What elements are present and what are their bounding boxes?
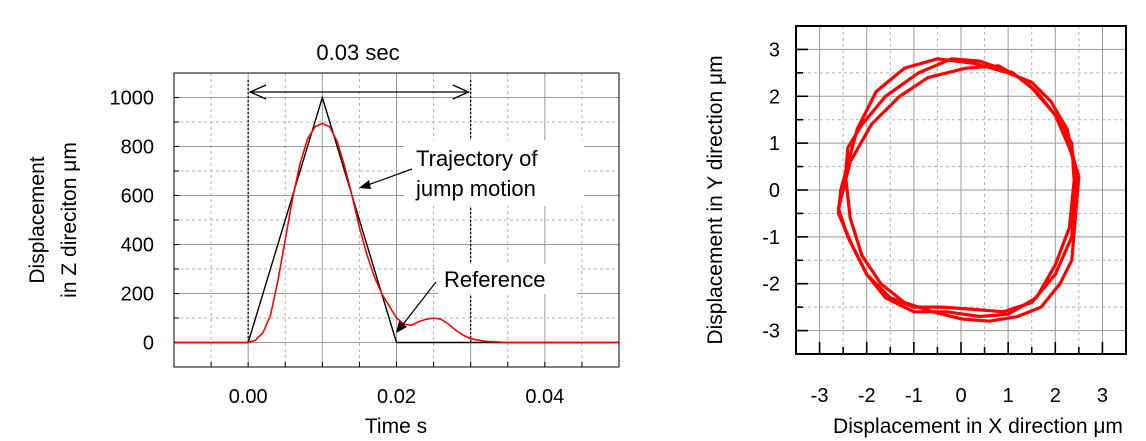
reference-arrow: [400, 281, 437, 328]
z-y-tick-label: 0: [143, 333, 154, 355]
trajectory-label-line1: Trajectory of: [416, 146, 538, 171]
trajectory-label-line2: jump motion: [415, 176, 536, 201]
xy-x-tick-label: 1: [1003, 385, 1014, 407]
xy-y-tick-label: -1: [762, 227, 780, 249]
z-y-tick-label: 1000: [110, 88, 155, 110]
duration-arrow-left-head: [248, 84, 267, 100]
xy-y-tick-label: 2: [769, 86, 780, 108]
z-y-tick-label: 800: [121, 137, 154, 159]
z-x-tick-label: 0.00: [229, 386, 268, 408]
z-chart-tick-labels: 0.00 0.02 0.04 0 200 400 600 800 1000: [110, 88, 565, 409]
duration-annotation: [247, 80, 472, 343]
z-y-tick-label: 400: [121, 235, 154, 257]
z-y-tick-label: 200: [121, 284, 154, 306]
xy-y-tick-label: -2: [762, 274, 780, 296]
xy-x-tick-label: 3: [1097, 385, 1108, 407]
xy-x-tick-label: -3: [811, 385, 829, 407]
duration-label: 0.03 sec: [316, 40, 399, 65]
xy-x-tick-label: 2: [1050, 385, 1061, 407]
reference-label: Reference: [444, 267, 546, 292]
z-y-tick-label: 600: [121, 186, 154, 208]
xy-x-tick-label: -2: [858, 385, 876, 407]
trajectory-label-box: [404, 140, 584, 206]
xy-chart-xlabel: Displacement in X direction μm: [833, 415, 1123, 438]
z-chart-ylabel-line2: in Z direciton μm: [58, 142, 81, 298]
xy-chart-series: [836, 57, 1081, 323]
xy-orbit-loop: [836, 64, 1076, 319]
xy-chart-ylabel: Displacement in Y direction μm: [704, 55, 727, 344]
z-chart-series: [174, 95, 619, 344]
xy-chart-ticks: [795, 25, 1127, 355]
trajectory-arrowhead: [359, 180, 371, 189]
xy-y-tick-label: 3: [769, 39, 780, 61]
z-chart-plot-frame: [173, 72, 620, 368]
duration-arrow-right-head: [452, 84, 471, 100]
xy-chart-tick-labels: -3 -2 -1 0 1 2 3 -3 -2 -1 0 1 2 3: [762, 39, 1108, 407]
z-chart-ylabel-line1: Displacement: [26, 156, 49, 283]
z-displacement-chart: 0.00 0.02 0.04 0 200 400 600 800 1000 0.03 sec T…: [26, 40, 620, 438]
xy-y-tick-label: -3: [762, 321, 780, 343]
xy-chart-grid: [795, 25, 1127, 355]
z-chart-grid: [173, 72, 620, 368]
xy-y-tick-label: 1: [769, 133, 780, 155]
xy-y-tick-label: 0: [769, 180, 780, 202]
reference-label-box: [438, 264, 578, 294]
xy-orbit-chart: -3 -2 -1 0 1 2 3 -3 -2 -1 0 1 2 3 Displacement in X d…: [704, 25, 1127, 438]
z-chart-xlabel: Time s: [365, 415, 427, 438]
reference-arrowhead: [396, 321, 407, 333]
z-x-tick-label: 0.04: [525, 386, 564, 408]
trajectory-arrow: [364, 168, 413, 187]
trajectory-line: [174, 122, 619, 344]
z-x-tick-label: 0.02: [377, 386, 416, 408]
xy-x-tick-label: 0: [955, 385, 966, 407]
xy-x-tick-label: -1: [905, 385, 923, 407]
